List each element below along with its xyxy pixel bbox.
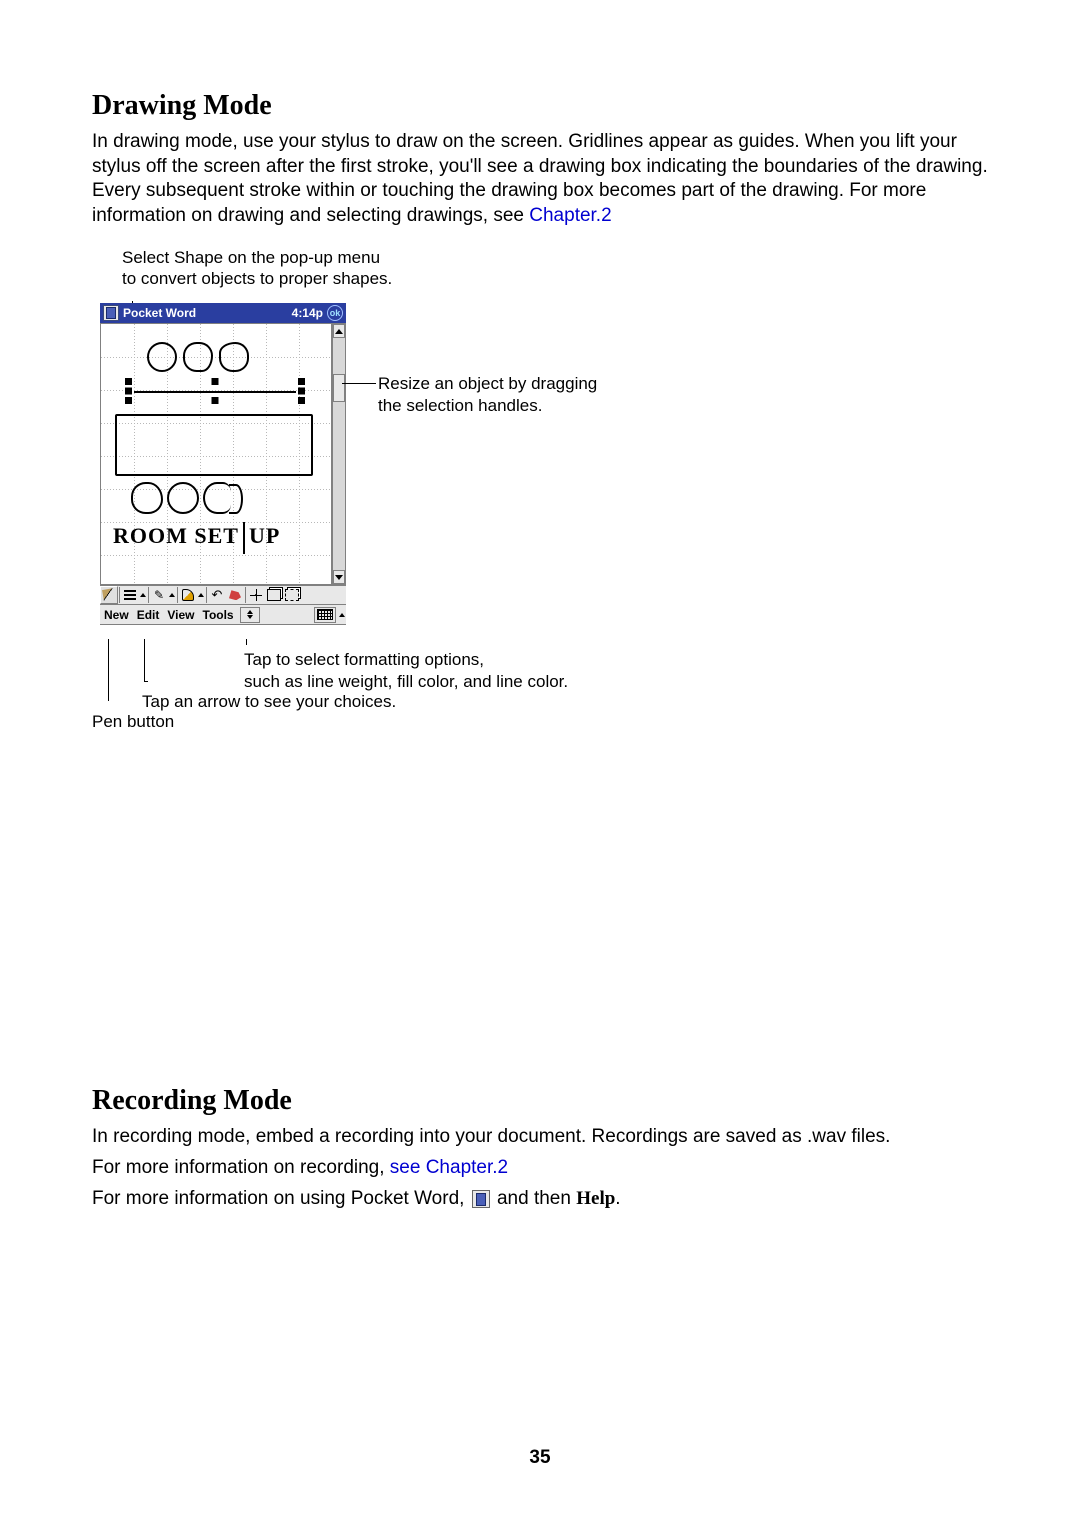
scroll-down-button[interactable] [333,570,345,584]
menu-view[interactable]: View [163,608,198,622]
undo-button[interactable] [208,586,226,604]
chapter-2-link-recording[interactable]: see Chapter.2 [390,1157,508,1178]
recording-mode-heading: Recording Mode [92,1085,988,1117]
drawn-circle [147,342,177,372]
keyboard-button[interactable] [314,607,336,623]
start-menu-icon [472,1190,490,1208]
ungroup-button[interactable] [283,586,301,604]
resize-handle[interactable] [125,397,132,404]
vertical-scrollbar[interactable] [332,323,346,585]
menu-tools[interactable]: Tools [199,608,238,622]
toolbar-divider [206,587,207,603]
toolbar-divider [245,587,246,603]
group-button[interactable] [265,586,283,604]
callout-line-right [342,383,376,384]
selection-box[interactable] [127,380,303,402]
drawing-mode-heading: Drawing Mode [92,90,988,122]
callout-line-pen [108,639,109,701]
ok-button[interactable]: ok [327,305,343,321]
resize-handle[interactable] [212,397,219,404]
line-weight-button[interactable] [121,586,139,604]
page-number: 35 [0,1447,1080,1469]
line-color-dropdown-icon[interactable] [168,593,176,597]
menu-edit[interactable]: Edit [133,608,164,622]
grid-line [101,555,331,556]
annotation-resize-l2: the selection handles. [378,396,542,415]
recording-p3a: For more information on using Pocket Wor… [92,1188,470,1209]
recording-p1: In recording mode, embed a recording int… [92,1125,988,1150]
line-color-button[interactable] [150,586,168,604]
annotation-select-shape-l2: to convert objects to proper shapes. [122,269,392,288]
line-weight-dropdown-icon[interactable] [139,593,147,597]
toolbar-toggle-button[interactable] [240,607,260,623]
handwriting-text: ROOM SET UP [113,522,280,554]
pocket-word-figure: Pocket Word 4:14p ok [92,303,612,625]
callout-tick [144,681,148,682]
resize-handle[interactable] [298,397,305,404]
drawing-canvas[interactable]: ROOM SET UP [100,323,332,585]
menu-bar: New Edit View Tools [100,605,346,625]
toolbar-divider [148,587,149,603]
annotation-select-shape-l1: Select Shape on the pop-up menu [122,248,380,267]
annotation-format-l2: such as line weight, fill color, and lin… [244,672,568,691]
recording-p3end: . [615,1188,620,1209]
drawn-circles-mid [131,482,231,514]
align-button[interactable] [247,586,265,604]
annotation-resize: Resize an object by dragging the selecti… [378,373,597,416]
toolbar-divider [177,587,178,603]
recording-p3: For more information on using Pocket Wor… [92,1187,988,1212]
pen-tool-button[interactable] [100,586,118,604]
pocket-word-title: Pocket Word [123,306,292,320]
annotation-arrow: Tap an arrow to see your choices. [142,691,396,712]
annotation-select-shape: Select Shape on the pop-up menu to conve… [122,247,988,290]
resize-handle[interactable] [125,388,132,395]
format-toolbar [100,585,346,605]
recording-p3b: and then [492,1188,577,1209]
pocket-word-titlebar: Pocket Word 4:14p ok [100,303,346,323]
handwriting-left: ROOM SET [113,523,239,548]
drawn-rectangle [115,414,313,476]
callout-line-format [246,639,247,645]
scroll-up-button[interactable] [333,324,345,338]
pocket-word-app-icon[interactable] [103,305,119,321]
resize-handle[interactable] [212,378,219,385]
selected-line-object [134,391,296,393]
fill-color-button[interactable] [179,586,197,604]
resize-handle[interactable] [125,378,132,385]
toolbar-divider [119,587,120,603]
help-label: Help [576,1188,615,1209]
scroll-thumb[interactable] [333,374,345,402]
callout-line-arrow [144,639,145,681]
menu-new[interactable]: New [100,608,133,622]
drawn-circle [183,342,213,372]
annotation-pen-button: Pen button [92,711,174,732]
handwriting-divider [243,522,245,554]
handwriting-right: UP [249,523,280,548]
drawn-circle [167,482,199,514]
resize-handle[interactable] [298,378,305,385]
drawn-circle [219,342,249,372]
annotation-format: Tap to select formatting options, such a… [244,649,568,692]
annotation-format-l1: Tap to select formatting options, [244,650,484,669]
drawn-circle [131,482,163,514]
resize-handle[interactable] [298,388,305,395]
keyboard-dropdown-icon[interactable] [338,613,346,617]
recording-p2: For more information on recording, see C… [92,1156,988,1181]
drawing-mode-paragraph: In drawing mode, use your stylus to draw… [92,130,988,229]
drawn-circle [203,482,231,514]
chapter-2-link[interactable]: Chapter.2 [529,205,611,226]
fill-color-dropdown-icon[interactable] [197,593,205,597]
drawn-circles-top [147,342,249,372]
recording-p2a: For more information on recording, [92,1157,390,1178]
insert-shape-button[interactable] [226,586,244,604]
annotation-resize-l1: Resize an object by dragging [378,374,597,393]
clock-text: 4:14p [292,306,323,320]
